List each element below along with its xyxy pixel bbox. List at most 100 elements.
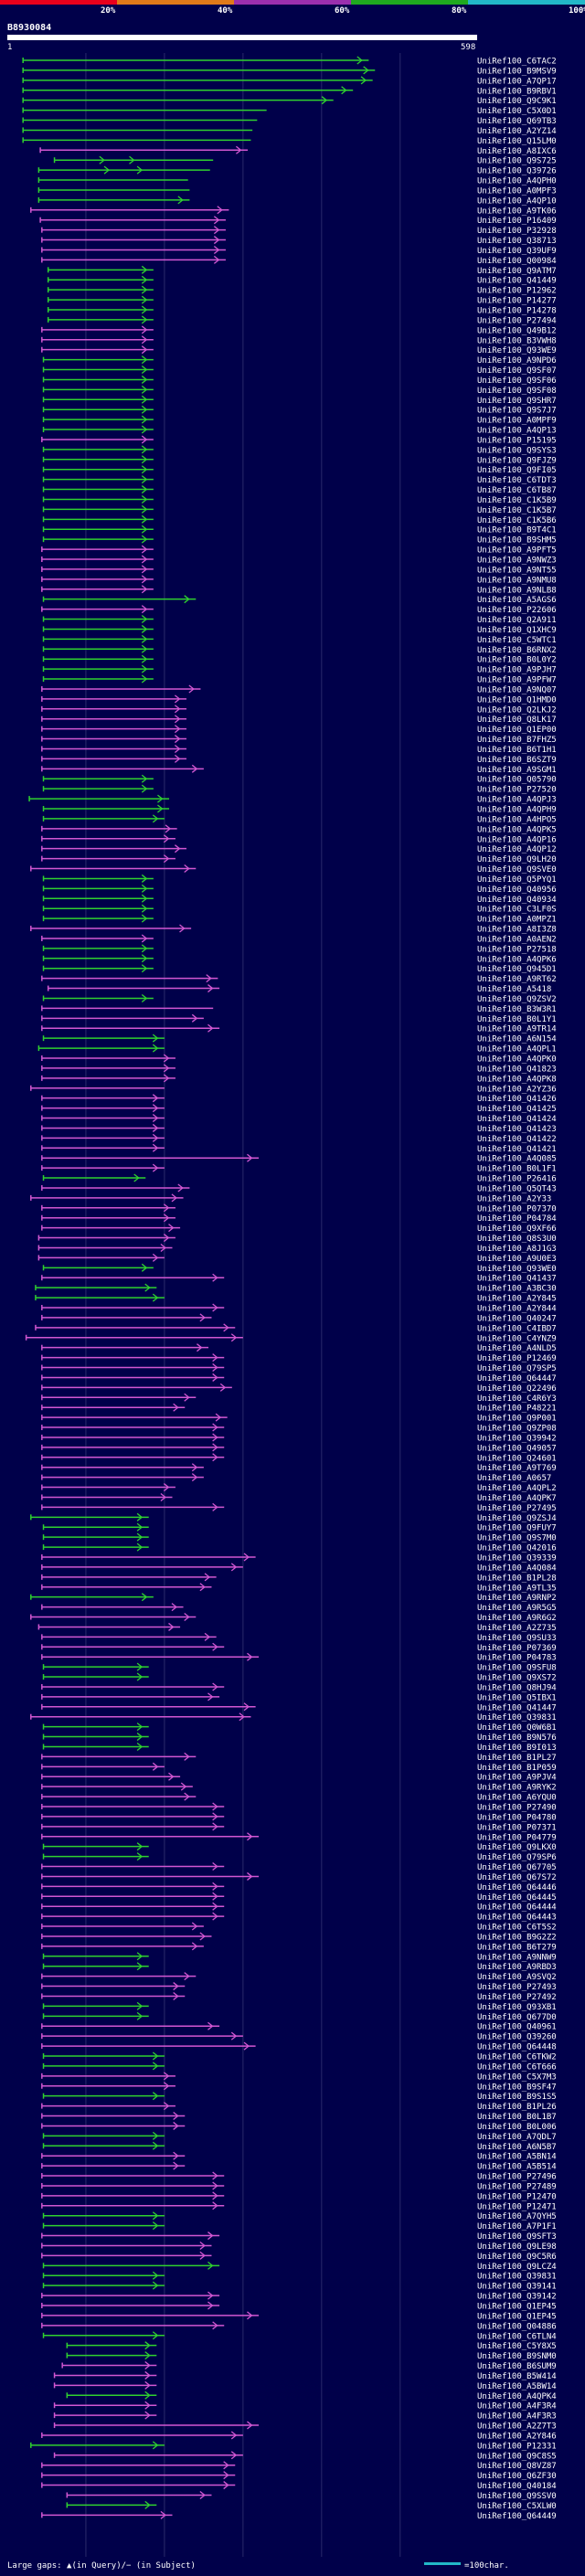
hit-row[interactable]: UniRef100_Q8VZ87	[41, 2461, 557, 2472]
hit-row[interactable]: UniRef100_Q40934	[42, 894, 557, 905]
hit-row[interactable]: UniRef100_C6T5S2	[41, 1922, 557, 1933]
hit-row[interactable]: UniRef100_Q2LKJ2	[41, 705, 557, 716]
hit-row[interactable]: UniRef100_Q93WE9	[41, 345, 557, 356]
hit-row[interactable]: UniRef100_A9NQ07	[41, 684, 557, 695]
hit-row[interactable]: UniRef100_Q38713	[41, 236, 557, 247]
hit-row[interactable]: UniRef100_P12471	[41, 2201, 557, 2212]
hit-row[interactable]: UniRef100_Q9ATM7	[47, 265, 557, 276]
hit-row[interactable]: UniRef100_Q39831	[42, 2271, 557, 2282]
hit-row[interactable]: UniRef100_P26416	[42, 1173, 557, 1184]
hit-row[interactable]: UniRef100_Q9ZSV2	[42, 993, 557, 1004]
hit-row[interactable]: UniRef100_Q41422	[41, 1133, 557, 1144]
hit-row[interactable]: UniRef100_C5Y8X5	[66, 2341, 557, 2352]
hit-row[interactable]: UniRef100_Q39726	[37, 165, 557, 176]
hit-row[interactable]: UniRef100_Q39339	[41, 1553, 557, 1564]
hit-row[interactable]: UniRef100_B0L1F1	[41, 1163, 557, 1174]
hit-row[interactable]: UniRef100_Q40184	[41, 2481, 557, 2492]
hit-row[interactable]: UniRef100_A8J1G3	[37, 1243, 557, 1254]
hit-row[interactable]: UniRef100_Q1EP45	[41, 2311, 557, 2322]
hit-row[interactable]: UniRef100_P27518	[42, 944, 557, 955]
hit-row[interactable]: UniRef100_P32928	[41, 226, 557, 237]
hit-row[interactable]: UniRef100_P27496	[41, 2171, 557, 2182]
hit-row[interactable]: UniRef100_Q40247	[41, 1313, 557, 1324]
hit-row[interactable]: UniRef100_Q9SHR7	[42, 395, 557, 406]
hit-row[interactable]: UniRef100_A9RBD3	[42, 1962, 557, 1973]
hit-row[interactable]: UniRef100_Q64449	[41, 2510, 557, 2521]
hit-row[interactable]: UniRef100_Q1EP00	[41, 725, 557, 736]
hit-row[interactable]: UniRef100_Q39UF9	[41, 245, 557, 256]
hit-row[interactable]: UniRef100_A5B514	[41, 2161, 557, 2172]
hit-row[interactable]: UniRef100_C5X0D1	[22, 107, 557, 116]
hit-row[interactable]: UniRef100_A4QPK8	[41, 1074, 557, 1085]
hit-row[interactable]: UniRef100_Q69TB3	[22, 117, 557, 126]
hit-row[interactable]: UniRef100_B9N576	[42, 1733, 557, 1744]
hit-row[interactable]: UniRef100_Q9FJZ9	[42, 455, 557, 466]
hit-row[interactable]: UniRef100_Q8LK17	[41, 715, 557, 726]
hit-row[interactable]: UniRef100_A4QPL1	[37, 1044, 557, 1055]
hit-row[interactable]: UniRef100_P22606	[41, 605, 557, 616]
hit-row[interactable]: UniRef100_A6YQU0	[41, 1792, 557, 1803]
hit-row[interactable]: UniRef100_A5BN14	[41, 2151, 557, 2162]
hit-row[interactable]: UniRef100_Q5PYQ1	[42, 874, 557, 885]
hit-row[interactable]: UniRef100_A9R5G5	[41, 1603, 557, 1614]
hit-row[interactable]: UniRef100_Q64448	[41, 2041, 557, 2052]
hit-row[interactable]: UniRef100_Q9SU33	[41, 1632, 557, 1643]
hit-row[interactable]: UniRef100_Q5IBX1	[41, 1692, 557, 1703]
hit-row[interactable]: UniRef100_A9NNW9	[42, 1952, 557, 1963]
hit-row[interactable]: UniRef100_Q00984	[41, 255, 557, 266]
hit-row[interactable]: UniRef100_Q04886	[41, 2321, 557, 2332]
hit-row[interactable]: UniRef100_A4QPJ3	[28, 794, 557, 805]
hit-row[interactable]: UniRef100_A9NPD6	[42, 355, 557, 366]
hit-row[interactable]: UniRef100_A9RYK2	[41, 1782, 557, 1793]
hit-row[interactable]: UniRef100_C1K5B7	[42, 504, 557, 515]
hit-row[interactable]: UniRef100_A4QPH0	[37, 177, 557, 186]
hit-row[interactable]: UniRef100_P04780	[41, 1812, 557, 1823]
hit-row[interactable]: UniRef100_A2YZ14	[22, 127, 557, 136]
hit-row[interactable]: UniRef100_C5WTC1	[42, 634, 557, 645]
hit-row[interactable]: UniRef100_P12469	[41, 1353, 557, 1364]
hit-row[interactable]: UniRef100_A4QPK4	[66, 2390, 557, 2401]
hit-row[interactable]: UniRef100_A2Z7T3	[53, 2421, 557, 2432]
hit-row[interactable]: UniRef100_A4QP13	[42, 425, 557, 436]
hit-row[interactable]: UniRef100_Q22496	[41, 1383, 557, 1394]
hit-row[interactable]: UniRef100_A9RT62	[41, 974, 557, 985]
hit-row[interactable]: UniRef100_A9TK06	[30, 206, 557, 217]
hit-row[interactable]: UniRef100_A4HPO5	[42, 814, 557, 825]
hit-row[interactable]: UniRef100_A2Y844	[41, 1303, 557, 1314]
hit-row[interactable]: UniRef100_A4F3R4	[53, 2401, 557, 2412]
hit-row[interactable]: UniRef100_C3LF0S	[42, 904, 557, 915]
hit-row[interactable]: UniRef100_Q9SF08	[42, 385, 557, 396]
hit-row[interactable]: UniRef100_A9SGM1	[41, 764, 557, 775]
hit-row[interactable]: UniRef100_Q9ZP08	[41, 1423, 557, 1434]
hit-row[interactable]: UniRef100_A8I3Z8	[30, 924, 557, 935]
hit-row[interactable]: UniRef100_C4YNZ9	[25, 1333, 557, 1344]
hit-row[interactable]: UniRef100_P27495	[41, 1502, 557, 1513]
hit-row[interactable]: UniRef100_B9S1S5	[42, 2092, 557, 2103]
hit-row[interactable]: UniRef100_B6SZT9	[41, 754, 557, 765]
hit-row[interactable]: UniRef100_B9SHM5	[42, 535, 557, 546]
hit-row[interactable]: UniRef100_A0657	[41, 1473, 551, 1484]
hit-row[interactable]: UniRef100_Q41421	[41, 1143, 557, 1154]
hit-row[interactable]: UniRef100_B9SNM0	[66, 2351, 557, 2362]
hit-row[interactable]: UniRef100_Q9SFU8	[42, 1662, 557, 1673]
hit-row[interactable]: UniRef100_A2Y846	[41, 2431, 557, 2442]
hit-row[interactable]: UniRef100_Q41426	[41, 1094, 557, 1105]
hit-row[interactable]: UniRef100_A5AGS6	[42, 595, 557, 606]
hit-row[interactable]: UniRef100_B1PL26	[41, 2102, 557, 2113]
hit-row[interactable]: UniRef100_Q41423	[41, 1123, 557, 1134]
hit-row[interactable]: UniRef100_B6T279	[41, 1942, 557, 1953]
hit-row[interactable]: UniRef100_P12470	[41, 2191, 557, 2202]
hit-row[interactable]: UniRef100_Q8HJ94	[41, 1682, 557, 1693]
hit-row[interactable]: UniRef100_A4NLD5	[41, 1343, 557, 1354]
hit-row[interactable]: UniRef100_Q93XB1	[42, 2001, 557, 2012]
hit-row[interactable]: UniRef100_P48221	[41, 1403, 557, 1414]
hit-row[interactable]: UniRef100_Q15LM0	[22, 137, 557, 146]
hit-row[interactable]: UniRef100_P04784	[41, 1214, 557, 1224]
hit-row[interactable]: UniRef100_Q42016	[42, 1542, 557, 1553]
hit-row[interactable]: UniRef100_Q41437	[41, 1273, 557, 1284]
hit-row[interactable]: UniRef100_B9G2Z2	[41, 1932, 557, 1943]
hit-row[interactable]: UniRef100_Q64447	[41, 1373, 557, 1383]
hit-row[interactable]: UniRef100_B3VWH8	[41, 335, 557, 346]
hit-row[interactable]: UniRef100_A2YZ36	[30, 1085, 557, 1094]
hit-row[interactable]: UniRef100_C1K5B6	[42, 514, 557, 525]
